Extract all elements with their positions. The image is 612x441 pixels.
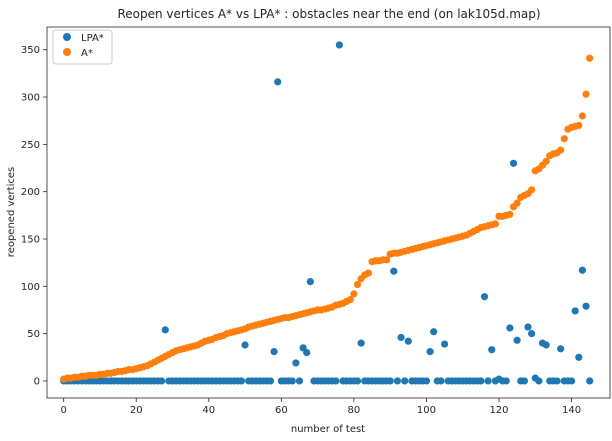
point-lpa (578, 266, 587, 274)
x-tick-label: 100 (417, 405, 436, 416)
point-lpa (353, 377, 362, 385)
point-lpa (397, 333, 405, 342)
point-lpa (161, 326, 169, 334)
point-lpa (270, 348, 278, 356)
point-lpa (535, 377, 543, 385)
point-lpa (292, 359, 300, 367)
point-lpa (586, 377, 594, 385)
point-astar (346, 295, 354, 304)
point-lpa (335, 41, 343, 49)
point-lpa (557, 345, 565, 353)
point-lpa (477, 377, 485, 385)
plot-frame (46, 26, 611, 399)
point-lpa (567, 377, 576, 385)
point-astar (506, 210, 514, 218)
point-lpa (422, 377, 431, 385)
point-astar (513, 199, 521, 207)
point-lpa (502, 377, 510, 385)
point-lpa (357, 339, 365, 347)
chart-title: Reopen vertices A* vs LPA* : obstacles n… (117, 7, 540, 21)
point-lpa (306, 277, 314, 286)
point-lpa (542, 341, 550, 349)
point-astar (560, 135, 568, 143)
point-astar (586, 54, 594, 62)
point-lpa (237, 377, 246, 385)
legend-marker-astar (63, 48, 71, 56)
point-lpa (571, 307, 579, 315)
x-tick-label: 60 (275, 405, 288, 416)
point-lpa (295, 377, 304, 385)
point-astar (542, 157, 550, 165)
point-astar (557, 146, 565, 154)
axes: 0 20 40 60 80 100 120 140 0 50 100 150 200 250 300 350 (21, 26, 611, 416)
point-lpa (440, 340, 449, 348)
point-astar (350, 290, 358, 298)
point-lpa (404, 337, 412, 345)
x-tick-label: 40 (202, 405, 215, 416)
point-astar (578, 112, 587, 120)
y-tick-label: 250 (21, 140, 40, 151)
point-lpa (513, 336, 521, 344)
legend-marker-lpa (63, 33, 71, 41)
x-axis-label: number of test (291, 424, 365, 435)
point-lpa (484, 377, 492, 385)
point-lpa (266, 377, 275, 385)
point-lpa (393, 377, 402, 385)
point-lpa (520, 377, 528, 385)
point-lpa (480, 293, 489, 301)
point-astar (382, 256, 391, 264)
y-tick-label: 0 (34, 376, 40, 387)
point-astar (491, 220, 499, 228)
point-astar (528, 186, 536, 194)
y-tick-label: 200 (21, 187, 40, 198)
point-lpa (158, 377, 166, 385)
y-tick-label: 350 (21, 45, 40, 56)
point-lpa (437, 377, 445, 385)
x-tick-label: 0 (60, 405, 66, 416)
point-astar (364, 269, 372, 277)
point-lpa (506, 324, 514, 332)
x-tick-label: 120 (489, 405, 508, 416)
point-lpa (509, 159, 518, 167)
data-points (60, 41, 594, 385)
plot-area (47, 27, 610, 398)
point-lpa (332, 377, 340, 385)
y-axis-label: reopened vertices (6, 167, 17, 257)
x-tick-label: 20 (130, 405, 143, 416)
x-tick-label: 80 (348, 405, 361, 416)
point-lpa (582, 302, 590, 310)
point-lpa (524, 323, 532, 331)
point-astar (353, 280, 362, 289)
y-tick-label: 50 (27, 329, 40, 340)
y-tick-label: 150 (21, 235, 40, 246)
point-lpa (288, 377, 296, 385)
point-lpa (426, 348, 434, 356)
point-astar (582, 90, 590, 98)
legend-label-astar: A* (81, 48, 93, 59)
legend-label-lpa: LPA* (81, 33, 104, 44)
point-lpa (390, 267, 398, 275)
point-lpa (241, 341, 249, 349)
x-tick-label: 140 (562, 405, 581, 416)
point-astar (575, 121, 583, 130)
legend: LPA* A* (52, 29, 113, 65)
point-lpa (528, 330, 536, 338)
point-lpa (401, 377, 409, 385)
y-tick-label: 300 (21, 93, 40, 104)
point-lpa (430, 328, 438, 336)
point-lpa (553, 377, 561, 385)
point-lpa (274, 78, 282, 86)
point-lpa (575, 353, 583, 361)
point-lpa (386, 377, 394, 385)
point-lpa (488, 346, 496, 354)
point-lpa (303, 348, 311, 357)
y-tick-label: 100 (21, 282, 40, 293)
